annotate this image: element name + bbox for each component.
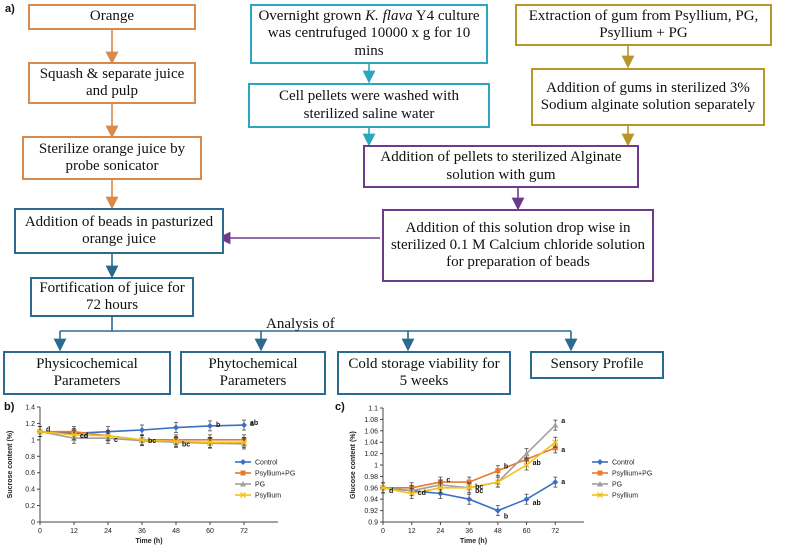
box-sensory: Sensory Profile [530,351,664,379]
box-squash: Squash & separate juice and pulp [28,62,196,104]
panel-label-c: c) [335,401,345,413]
box-fortification-text: Fortification of juice for 72 hours [39,279,185,313]
box-physicochemical: Physicochemical Parameters [3,351,171,395]
box-beads-in-juice-text: Addition of beads in pasturized orange j… [24,213,214,247]
panel-label-b: b) [4,401,15,413]
box-sterilize-text: Sterilize orange juice by probe sonicato… [38,140,186,174]
panel-label-a: a) [5,3,15,15]
box-addition-gums-text: Addition of gums in sterilized 3% Sodium… [540,79,756,113]
box-culture: Overnight grown K. flava Y4 culture was … [250,4,488,64]
box-pellets-washed: Cell pellets were washed with sterilized… [248,83,490,128]
box-sterilize: Sterilize orange juice by probe sonicato… [22,136,202,180]
box-addition-gums: Addition of gums in sterilized 3% Sodium… [531,68,765,126]
box-cold-storage: Cold storage viability for 5 weeks [337,351,511,395]
box-extraction-text: Extraction of gum from Psyllium, PG, Psy… [528,7,759,41]
box-drop-wise: Addition of this solution drop wise in s… [382,209,654,282]
box-beads-in-juice: Addition of beads in pasturized orange j… [14,208,224,254]
analysis-heading: Analysis of [266,316,335,332]
box-addition-pellets: Addition of pellets to sterilized Algina… [363,145,639,188]
box-drop-wise-text: Addition of this solution drop wise in s… [390,219,646,271]
box-extraction: Extraction of gum from Psyllium, PG, Psy… [515,4,772,46]
box-orange-text: Orange [89,8,135,25]
box-sensory-text: Sensory Profile [550,356,644,373]
box-physicochemical-text: Physicochemical Parameters [36,355,138,389]
box-phytochemical: Phytochemical Parameters [180,351,326,395]
box-squash-text: Squash & separate juice and pulp [39,65,185,99]
box-phytochemical-text: Phytochemical Parameters [208,355,298,389]
box-fortification: Fortification of juice for 72 hours [30,277,194,317]
box-orange: Orange [28,4,196,30]
box-culture-text: Overnight grown K. flava Y4 culture was … [258,8,480,59]
box-cold-storage-text: Cold storage viability for 5 weeks [348,355,500,389]
box-pellets-washed-text: Cell pellets were washed with sterilized… [279,88,459,122]
box-addition-pellets-text: Addition of pellets to sterilized Algina… [380,149,622,183]
